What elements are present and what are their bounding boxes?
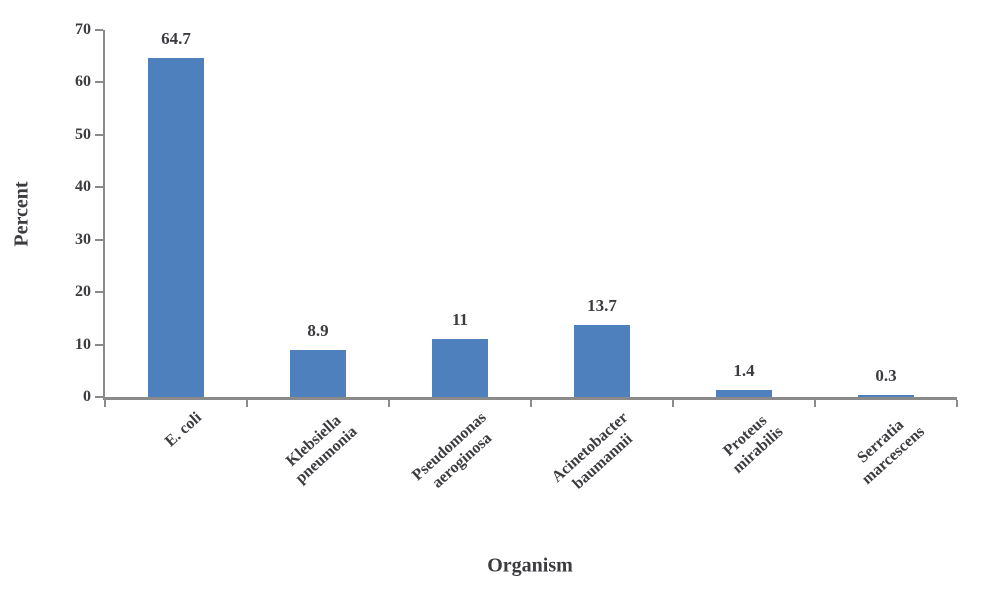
x-tick-mark <box>387 400 390 407</box>
bar-value-label: 13.7 <box>587 296 617 316</box>
y-tick-mark <box>95 238 103 241</box>
y-tick-label: 30 <box>75 230 91 248</box>
category-cell: 8.9 Klebsiella pneumonia <box>247 30 389 486</box>
y-tick-label: 70 <box>75 21 91 38</box>
y-tick-label: 10 <box>75 335 91 353</box>
x-tick-mark <box>956 400 958 407</box>
x-tick-mark <box>245 400 248 407</box>
y-tick-mark <box>95 291 103 294</box>
x-axis-title: Organism <box>487 554 573 577</box>
x-tick-mark <box>814 400 816 407</box>
bar <box>574 325 630 397</box>
x-category-label: Serratia marcescens <box>854 416 929 488</box>
category-cell: 0.3 Serratia marcescens <box>815 30 957 487</box>
y-tick-label: 40 <box>75 178 91 196</box>
bar <box>432 339 488 397</box>
bar <box>148 58 204 397</box>
x-category-label: Proteus mirabilis <box>719 412 787 477</box>
x-tick-mark <box>530 400 532 407</box>
x-category-label: Pseudomonas aeroginosa <box>408 409 495 492</box>
category-cell: 11 Pseudomonas aeroginosa <box>389 30 531 491</box>
y-tick-mark <box>95 81 103 84</box>
y-tick-mark <box>95 343 103 346</box>
y-tick-mark <box>95 133 103 136</box>
y-tick-mark <box>95 29 103 31</box>
x-tick-mark <box>104 400 106 407</box>
bar-value-label: 0.3 <box>875 366 897 386</box>
x-category-label: Acinetobacter baumannii <box>548 409 636 493</box>
bar <box>290 350 346 397</box>
y-tick-mark <box>95 186 103 189</box>
bar-value-label: 64.7 <box>161 29 191 48</box>
bar-value-label: 11 <box>451 310 469 330</box>
category-cell: 13.7 Acinetobacter baumannii <box>531 30 673 492</box>
plot-area: 64.7 E. coli 8.9 Klebsiella pneumonia 11 Pseu… <box>95 29 958 492</box>
x-category-label: Klebsiella pneumonia <box>282 411 361 487</box>
bar-value-label: 8.9 <box>307 321 329 341</box>
category-cell: 1.4 Proteus mirabilis <box>673 30 815 477</box>
y-tick-label: 20 <box>75 283 91 301</box>
bar-value-label: 1.4 <box>733 360 755 380</box>
y-tick-mark <box>95 396 103 398</box>
bar <box>858 395 914 397</box>
category-cell: 64.7 E. coli <box>105 29 247 450</box>
y-tick-label: 60 <box>75 73 91 91</box>
x-tick-mark <box>671 400 674 407</box>
bar <box>716 389 772 397</box>
x-category-label: E. coli <box>162 409 206 451</box>
y-tick-label: 50 <box>75 125 91 143</box>
y-tick-label: 0 <box>83 388 91 405</box>
y-axis: 0 10 20 30 40 50 60 70 <box>0 22 91 405</box>
